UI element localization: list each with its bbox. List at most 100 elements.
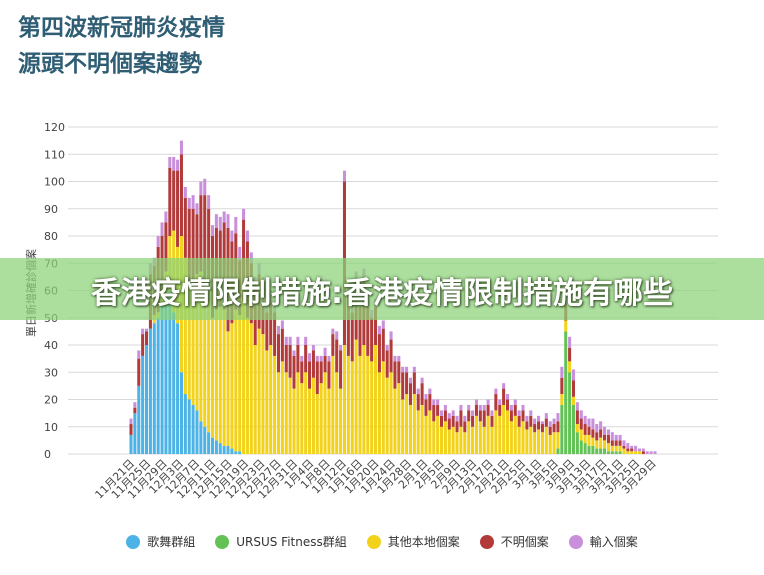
- bar-segment: [401, 372, 405, 400]
- bar-segment: [257, 328, 261, 454]
- bar-segment: [548, 434, 552, 454]
- bar-segment: [649, 451, 653, 454]
- bar-segment: [420, 383, 424, 405]
- bar-segment: [168, 290, 172, 454]
- bar-segment: [195, 214, 199, 275]
- bar-segment: [591, 445, 595, 454]
- bar-segment: [412, 394, 416, 454]
- legend-swatch: [366, 534, 381, 549]
- bar-segment: [509, 410, 513, 422]
- bar-segment: [288, 336, 292, 345]
- bar-segment: [471, 415, 475, 427]
- bar-segment: [385, 377, 389, 454]
- bar-segment: [195, 203, 199, 215]
- bar-segment: [606, 443, 610, 452]
- bar-segment: [606, 434, 610, 444]
- bar-segment: [405, 366, 409, 373]
- bar-segment: [331, 355, 335, 454]
- bar-segment: [238, 246, 242, 261]
- bar-segment: [218, 306, 222, 444]
- bar-segment: [129, 418, 133, 425]
- bar-segment: [447, 418, 451, 430]
- bar-segment: [172, 170, 176, 231]
- bar-segment: [358, 306, 362, 356]
- bar-segment: [603, 448, 607, 454]
- bar-segment: [544, 418, 548, 427]
- bar-segment: [486, 415, 490, 454]
- bar-segment: [284, 336, 288, 345]
- bar-segment: [517, 426, 521, 454]
- bar-segment: [614, 434, 618, 441]
- legend-swatch: [568, 534, 583, 549]
- bar-segment: [583, 434, 587, 444]
- bar-segment: [583, 415, 587, 425]
- bar-segment: [447, 413, 451, 419]
- bar-segment: [490, 426, 494, 454]
- bar-segment: [622, 448, 626, 454]
- bar-segment: [354, 339, 358, 454]
- bar-segment: [614, 451, 618, 454]
- bar-segment: [308, 353, 312, 362]
- bar-segment: [405, 372, 409, 395]
- bar-segment: [618, 434, 622, 441]
- legend-label: 其他本地個案: [387, 535, 460, 549]
- bar-segment: [164, 211, 168, 223]
- bar-segment: [579, 418, 583, 430]
- bar-segment: [342, 170, 346, 182]
- bar-segment: [583, 443, 587, 454]
- bar-segment: [335, 331, 339, 340]
- bar-segment: [145, 328, 149, 332]
- bar-segment: [556, 421, 560, 433]
- bar-segment: [416, 410, 420, 454]
- bar-segment: [521, 404, 525, 411]
- bar-segment: [339, 345, 343, 351]
- bar-segment: [443, 421, 447, 454]
- bar-segment: [440, 410, 444, 416]
- bar-segment: [525, 421, 529, 430]
- bar-segment: [284, 345, 288, 373]
- y-tick-label: 120: [44, 121, 65, 134]
- y-tick-label: 110: [44, 148, 65, 161]
- bar-segment: [513, 399, 517, 405]
- bar-segment: [408, 404, 412, 454]
- bar-segment: [451, 426, 455, 454]
- bar-segment: [203, 426, 207, 454]
- bar-segment: [505, 410, 510, 454]
- bar-segment: [370, 317, 374, 362]
- bar-segment: [587, 445, 591, 454]
- bar-segment: [548, 421, 552, 427]
- bar-segment: [296, 372, 300, 454]
- bar-segment: [533, 418, 537, 425]
- bar-segment: [311, 350, 315, 378]
- bar-segment: [482, 426, 486, 454]
- bar-segment: [129, 424, 133, 435]
- bar-segment: [377, 325, 381, 335]
- bar-segment: [164, 222, 168, 272]
- bar-segment: [498, 404, 502, 416]
- bar-segment: [587, 434, 591, 446]
- bar-segment: [327, 361, 331, 389]
- bar-segment: [234, 216, 238, 234]
- legend-item: 不明個案: [479, 533, 549, 550]
- bar-segment: [393, 355, 397, 362]
- bar-segment: [350, 312, 354, 362]
- bar-segment: [482, 410, 486, 427]
- bar-segment: [463, 421, 467, 433]
- bar-segment: [579, 429, 583, 441]
- y-tick-label: 20: [44, 394, 58, 407]
- bar-segment: [443, 410, 447, 422]
- bar-segment: [544, 426, 548, 454]
- legend-swatch: [126, 534, 141, 549]
- bar-segment: [599, 429, 603, 438]
- bar-segment: [626, 443, 630, 449]
- bar-segment: [366, 306, 370, 356]
- bar-segment: [540, 424, 544, 433]
- bar-segment: [269, 345, 273, 454]
- bar-segment: [486, 404, 490, 416]
- bar-segment: [183, 197, 187, 258]
- bar-segment: [556, 448, 560, 454]
- bar-segment: [323, 372, 327, 454]
- bar-segment: [141, 328, 145, 335]
- bar-segment: [634, 445, 638, 452]
- chart-title: 第四波新冠肺炎疫情 源頭不明個案趨勢: [18, 10, 225, 82]
